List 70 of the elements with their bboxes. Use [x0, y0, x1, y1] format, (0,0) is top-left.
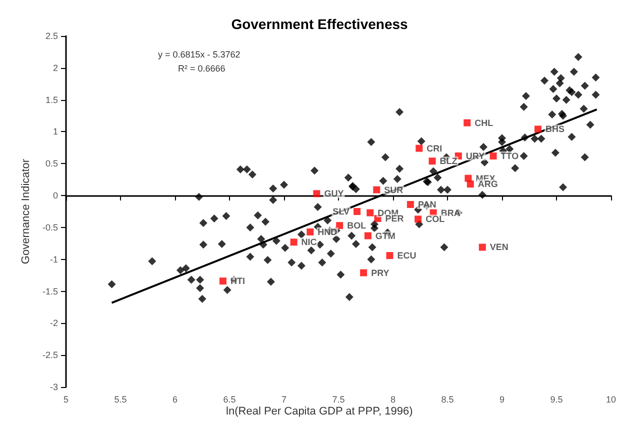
point [373, 186, 380, 194]
data-label: TTO [500, 150, 519, 161]
point [354, 208, 361, 215]
point [374, 215, 382, 222]
y-tick-label: 1 [52, 126, 58, 137]
x-tick-label: 8 [390, 394, 396, 404]
data-label: CHL [474, 118, 494, 128]
x-tick-label: 6.5 [223, 394, 236, 404]
data-label: SUR [384, 184, 404, 195]
data-label: VEN [490, 242, 508, 252]
data-label: PRY [371, 268, 390, 278]
x-tick-label: 9.5 [550, 394, 563, 404]
point [406, 200, 414, 208]
data-label: ECU [397, 250, 416, 261]
x-tick-label: 8.5 [441, 394, 454, 404]
x-tick-label: 7.5 [332, 394, 345, 404]
data-label: HND [318, 226, 338, 237]
point [313, 190, 320, 198]
y-tick-label: 2 [52, 62, 58, 73]
y-tick-label: 1.5 [45, 94, 58, 105]
data-label: SLV [332, 206, 350, 216]
point [454, 152, 462, 160]
chart-title: Government Effectiveness [231, 16, 408, 32]
annotation: y = 0.6815x - 5.3762 [158, 50, 240, 60]
y-axis-title: Governance Indicator [20, 158, 32, 264]
y-tick-label: 0 [52, 190, 58, 201]
point [534, 126, 542, 133]
x-tick-label: 7 [281, 394, 287, 404]
point [290, 238, 298, 246]
x-tick-label: 10 [606, 394, 616, 404]
data-label: GUY [324, 188, 344, 199]
point [464, 119, 471, 126]
y-tick-label: -3 [50, 382, 58, 392]
y-tick-label: -0.5 [42, 222, 58, 232]
annotation: R² = 0.6666 [178, 64, 226, 74]
y-tick-label: -2.5 [42, 350, 58, 360]
x-tick-label: 6 [172, 394, 178, 404]
point [490, 152, 497, 160]
data-label: HTI [230, 276, 245, 286]
data-label: BHS [545, 124, 564, 134]
point [336, 222, 344, 230]
point [386, 252, 394, 260]
x-axis-title: ln(Real Per Capita GDP at PPP, 1996) [226, 406, 413, 418]
point [428, 158, 436, 165]
data-label: BOL [347, 220, 367, 231]
y-tick-label: 0.5 [45, 158, 58, 169]
point [466, 180, 474, 188]
data-label: PAN [418, 199, 436, 210]
point [306, 228, 314, 236]
data-label: BRA [440, 208, 461, 218]
x-tick-label: 5.5 [114, 394, 127, 404]
point [364, 232, 372, 240]
point [416, 144, 423, 152]
y-tick-label: -1 [50, 254, 58, 264]
data-label: GTM [375, 230, 396, 241]
data-label: NIC [301, 237, 318, 248]
data-label: CRI [426, 143, 442, 154]
point [478, 244, 486, 251]
y-tick-label: 2.5 [45, 31, 58, 41]
y-tick-label: -2 [50, 318, 58, 328]
y-tick-label: -1.5 [42, 286, 58, 296]
point [219, 278, 226, 285]
data-label: BLZ [440, 156, 458, 166]
point [360, 269, 368, 276]
data-label: URY [466, 150, 485, 161]
data-label: ARG [478, 179, 498, 190]
x-tick-label: 5 [63, 394, 69, 404]
point [414, 216, 422, 223]
x-tick-label: 9 [499, 394, 505, 404]
point [366, 209, 374, 216]
